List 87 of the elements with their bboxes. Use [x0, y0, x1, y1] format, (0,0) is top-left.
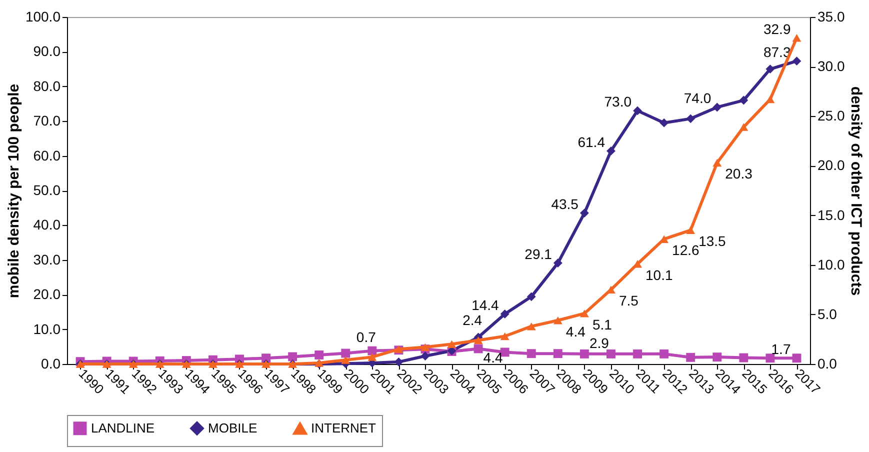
point: [500, 310, 510, 319]
data-label: 2.9: [589, 334, 610, 351]
point: [633, 349, 642, 358]
point: [474, 344, 483, 354]
point: [606, 146, 616, 156]
y2-tick-label: 30.0: [818, 58, 845, 74]
data-label: 4.4: [566, 323, 586, 340]
data-label: 5.1: [592, 316, 612, 332]
y2-tick-label: 15.0: [818, 206, 845, 223]
point: [712, 102, 722, 112]
y2-axis-title: density of other ICT products: [848, 86, 865, 296]
point: [766, 64, 775, 74]
point: [553, 258, 562, 268]
data-label: 32.9: [763, 20, 791, 37]
data-label: 4.4: [483, 350, 503, 366]
point: [686, 226, 696, 234]
data-label: 74.0: [684, 90, 712, 106]
point: [660, 118, 669, 128]
y2-tick-label: 25.0: [818, 108, 845, 124]
y-tick-label: 30.0: [33, 251, 61, 268]
point: [686, 114, 696, 124]
point: [526, 322, 536, 330]
y-tick-label: 10.0: [33, 320, 61, 337]
y-tick-label: 90.0: [33, 43, 61, 60]
point: [447, 340, 456, 348]
y-tick-label: 80.0: [33, 78, 61, 94]
point: [792, 34, 802, 42]
y2-tick-label: 5.0: [818, 306, 838, 322]
y-axis-title: mobile density per 100 people: [5, 84, 22, 298]
y2-tick-label: 20.0: [818, 157, 845, 174]
point: [739, 96, 748, 105]
data-label: 13.5: [698, 233, 726, 250]
point: [606, 349, 616, 358]
point: [262, 354, 270, 363]
point: [341, 348, 350, 358]
y2-tick-label: 10.0: [818, 256, 845, 272]
point: [580, 208, 589, 218]
point: [792, 354, 802, 363]
point: [368, 353, 377, 361]
point: [580, 349, 589, 358]
point: [526, 349, 536, 358]
data-label: 14.4: [472, 297, 500, 314]
y-tick-label: 0.0: [41, 356, 61, 372]
legend-label: MOBILE: [208, 420, 258, 436]
x-tick-label: 1997: [262, 366, 293, 397]
legend-label: LANDLINE: [91, 420, 155, 436]
y-tick-label: 20.0: [33, 286, 61, 302]
point: [792, 56, 802, 66]
data-label: 43.5: [551, 196, 579, 212]
point: [739, 353, 748, 362]
y-tick-label: 40.0: [33, 216, 61, 233]
point: [712, 352, 722, 362]
point: [368, 346, 377, 356]
data-label: 0.7: [356, 329, 376, 346]
y2-tick-label: 0.0: [818, 356, 838, 372]
point: [739, 123, 748, 131]
point: [526, 292, 536, 302]
point: [553, 316, 562, 324]
point: [420, 343, 430, 352]
point: [580, 310, 589, 318]
data-label: 10.1: [646, 266, 673, 283]
y-tick-label: 100.0: [25, 8, 61, 24]
point: [633, 106, 642, 116]
data-label: 12.6: [672, 242, 700, 258]
point: [686, 352, 696, 362]
data-label: 61.4: [578, 134, 606, 150]
point: [660, 349, 669, 358]
y2-tick-label: 35.0: [818, 8, 845, 24]
point: [766, 354, 775, 363]
data-label: 29.1: [524, 246, 552, 262]
point: [420, 352, 430, 360]
data-label: 73.0: [604, 94, 632, 110]
data-label: 2.4: [462, 312, 482, 328]
point: [314, 350, 324, 360]
y-tick-label: 60.0: [33, 147, 61, 164]
legend-label: INTERNET: [311, 420, 376, 436]
point: [500, 332, 510, 340]
data-label: 20.3: [725, 166, 753, 182]
point: [341, 356, 350, 364]
point: [474, 336, 483, 344]
point: [712, 158, 722, 167]
y-tick-label: 70.0: [33, 112, 61, 129]
data-label: 1.7: [771, 341, 791, 358]
y-tick-label: 50.0: [33, 182, 61, 198]
point: [553, 349, 562, 358]
data-label: 7.5: [618, 292, 639, 309]
point: [288, 352, 298, 362]
